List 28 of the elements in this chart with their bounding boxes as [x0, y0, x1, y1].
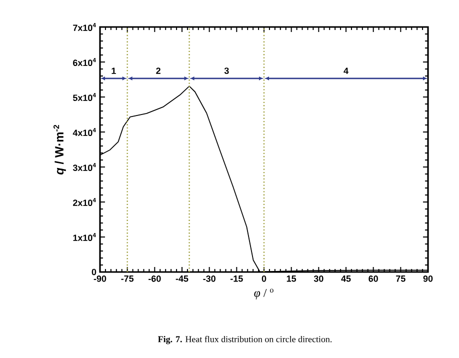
x-tick-label: -45: [176, 276, 188, 282]
y-tick-label: 5x10$^{4}$: [72, 93, 96, 102]
annotation: 4: [344, 68, 348, 74]
x-tick-label: 45: [341, 276, 351, 282]
x-axis-title: φ / $^{o}$: [254, 288, 274, 300]
y-axis-title: q / W·m$^{-2}$: [53, 124, 66, 175]
y-tick-label: 1x10$^{4}$: [73, 233, 96, 242]
x-tick-label: 60: [368, 276, 378, 282]
x-tick-label: 90: [423, 276, 433, 282]
x-tick-label: -75: [121, 276, 134, 282]
y-tick-label: 3x10$^{4}$: [72, 162, 96, 172]
x-tick-label: -30: [203, 276, 216, 282]
annotation: 3: [224, 68, 229, 74]
annotation: 1: [112, 68, 116, 74]
y-tick-label: 7x10$^{4}$: [73, 23, 96, 32]
x-tick-label: 30: [314, 276, 324, 282]
x-tick-label: 0: [262, 276, 266, 282]
x-tick-label: -90: [94, 276, 106, 282]
y-tick-label: 4x10$^{4}$: [72, 128, 96, 136]
text: Fig. 7. Heat flux distribution on circle direction.: [158, 336, 332, 344]
y-tick-label: 0: [92, 268, 96, 276]
x-tick-label: 15: [286, 276, 296, 282]
x-tick-label: 75: [396, 276, 406, 282]
x-tick-label: -60: [148, 276, 161, 282]
y-tick-label: 2x10$^{4}$: [73, 198, 96, 206]
annotation: 2: [156, 68, 160, 74]
y-tick-label: 6x10$^{4}$: [73, 58, 96, 66]
x-tick-label: -15: [230, 276, 243, 282]
